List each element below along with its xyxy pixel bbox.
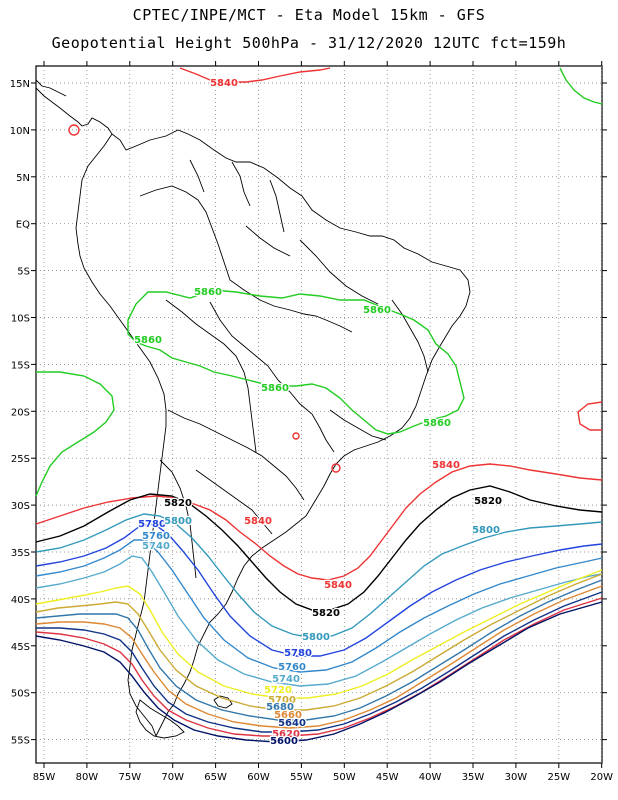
contour-label-5760: 5760 (142, 531, 170, 542)
contour-label-5800: 5800 (302, 632, 330, 643)
contour-label-5740: 5740 (142, 541, 170, 552)
contour-label-5820: 5820 (474, 496, 502, 507)
contour-5840-d (68, 124, 80, 136)
lon-label: 20W (590, 772, 613, 783)
lat-label: 55S (11, 736, 30, 747)
contour-label-5700: 5700 (268, 695, 296, 706)
contour-label-5780: 5780 (284, 648, 312, 659)
contour-5840-f (331, 463, 341, 473)
contour-5700 (35, 573, 603, 711)
contour-5840-b (35, 463, 603, 581)
contour-5620 (35, 597, 603, 737)
lat-label: 10N (10, 126, 30, 137)
contour-5840-a (179, 67, 331, 83)
contour-label-5840: 5840 (244, 516, 272, 527)
contour-lines (35, 67, 603, 743)
contour-label-5860: 5860 (261, 383, 289, 394)
lat-label: 40S (11, 595, 30, 606)
lat-label: 50S (11, 689, 30, 700)
latitude-labels: 15N 10N 5N EQ 5S 10S 15S 20S 25S 30S 35S 40S 45S 50S 5… (10, 79, 30, 747)
contour-label-5660: 5660 (274, 710, 302, 721)
lon-label: 25W (547, 772, 570, 783)
lon-label: 60W (247, 772, 270, 783)
contour-label-5820: 5820 (312, 608, 340, 619)
contour-label-5840: 5840 (432, 460, 460, 471)
contour-label-5820: 5820 (164, 498, 192, 509)
contour-5780 (35, 523, 603, 657)
lat-label: 45S (11, 642, 30, 653)
contour-label-5860: 5860 (423, 418, 451, 429)
lat-label: 30S (11, 501, 30, 512)
lon-label: 50W (333, 772, 356, 783)
contour-5660 (35, 585, 603, 729)
contour-label-5840: 5840 (324, 580, 352, 591)
lon-label: 40W (419, 772, 442, 783)
contour-5820 (35, 485, 603, 611)
lon-label: 65W (204, 772, 227, 783)
lon-label: 70W (161, 772, 184, 783)
lat-label: 5S (17, 267, 30, 278)
map-frame (35, 65, 603, 764)
contour-5840-e (292, 432, 300, 440)
map-subtitle: Geopotential Height 500hPa - 31/12/2020 … (51, 34, 567, 52)
contour-label-5860: 5860 (363, 305, 391, 316)
contour-label-5860: 5860 (194, 287, 222, 298)
lon-label: 80W (76, 772, 99, 783)
lat-label: 20S (11, 407, 30, 418)
contour-5860-a (127, 289, 465, 435)
lat-label: 25S (11, 454, 30, 465)
lon-label: 75W (118, 772, 141, 783)
lon-label: 45W (376, 772, 399, 783)
longitude-labels: 85W 80W 75W 70W 65W 60W 55W 50W 45W 40W 35W 30W 25W 2… (33, 772, 613, 783)
contour-5800 (35, 513, 603, 639)
coastlines (35, 79, 471, 739)
contour-label-5760: 5760 (278, 662, 306, 673)
contour-labels: 5840 5860 5860 5860 5860 5860 5840 5820 5820 5840… (133, 77, 503, 749)
lon-label: 55W (290, 772, 313, 783)
contour-label-5640: 5640 (278, 718, 306, 729)
contour-5860-c (559, 67, 603, 105)
axis-ticks (31, 61, 607, 768)
contour-label-5840: 5840 (210, 78, 238, 89)
lon-label: 35W (462, 772, 485, 783)
contour-5740 (35, 555, 603, 687)
contour-label-5600: 5600 (270, 736, 298, 747)
contour-label-5800: 5800 (164, 516, 192, 527)
contour-5760 (35, 539, 603, 673)
contour-label-5740: 5740 (272, 674, 300, 685)
contour-5840-c (577, 401, 603, 431)
map-title: CPTEC/INPE/MCT - Eta Model 15km - GFS (132, 6, 486, 24)
contour-5860-b (35, 371, 115, 497)
lat-label: 35S (11, 548, 30, 559)
lat-label: 15S (11, 360, 30, 371)
contour-label-5780: 5780 (138, 519, 166, 530)
contour-label-5800: 5800 (472, 525, 500, 536)
contour-5600 (35, 601, 603, 743)
contour-label-5860: 5860 (134, 335, 162, 346)
contour-5720 (35, 569, 603, 699)
lon-label: 30W (505, 772, 528, 783)
lat-label: EQ (16, 220, 30, 231)
lat-label: 10S (11, 314, 30, 325)
contour-5680 (35, 579, 603, 721)
contour-label-5620: 5620 (272, 729, 300, 740)
lat-label: 5N (16, 173, 30, 184)
lat-label: 15N (10, 79, 30, 90)
contour-label-5680: 5680 (266, 702, 294, 713)
lon-label: 85W (33, 772, 56, 783)
contour-5640 (36, 591, 603, 733)
contour-label-5720: 5720 (264, 685, 292, 696)
